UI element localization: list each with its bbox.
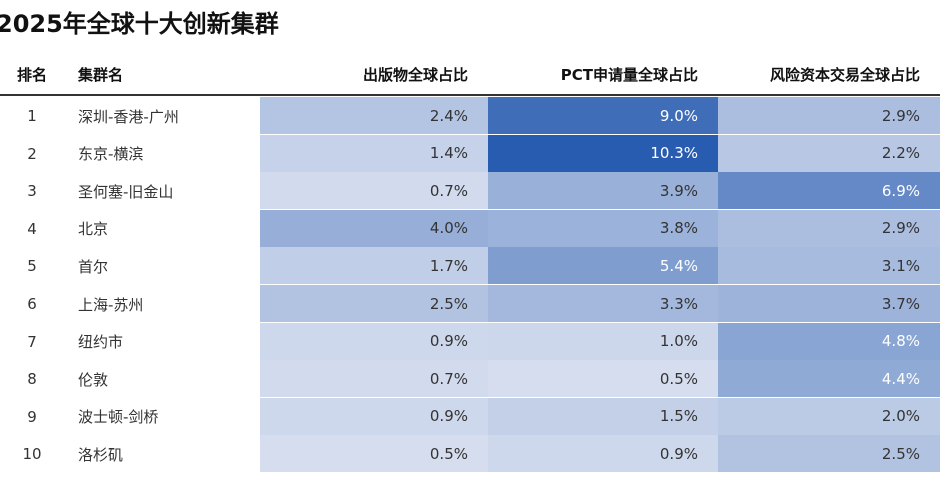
cluster-name: 东京-横滨 [78,145,144,164]
share-cell: 4.0% [260,209,488,248]
share-cell: 1.7% [260,247,488,286]
column-header: 出版物全球占比 [362,65,468,84]
share-cell: 5.4% [488,247,718,286]
rank: 7 [27,332,37,351]
share-cell: 2.4% [260,97,488,136]
cluster-name: 北京 [78,220,109,239]
share-cell: 9.0% [488,97,718,136]
cluster-name: 圣何塞-旧金山 [78,182,174,201]
cluster-name: 洛杉矶 [78,445,124,464]
share-cell: 0.7% [260,360,488,399]
title: 2025年全球十大创新集群 [0,10,279,38]
share-cell: 10.3% [488,134,718,173]
share-cell: 0.7% [260,172,488,211]
share-cell: 4.8% [718,322,940,361]
column-header: 集群名 [78,65,124,84]
cluster-name: 首尔 [78,257,109,276]
share-cell: 4.4% [718,360,940,399]
share-cell: 1.0% [488,322,718,361]
share-cell: 3.1% [718,247,940,286]
share-cell: 3.3% [488,285,718,324]
share-cell: 0.9% [260,397,488,436]
rank: 3 [27,182,37,201]
rank: 10 [22,445,42,464]
share-cell: 2.5% [260,285,488,324]
share-cell: 0.9% [260,322,488,361]
share-cell: 3.7% [718,285,940,324]
column-header: 风险资本交易全球占比 [769,65,920,84]
rank: 5 [27,257,37,276]
cluster-name: 伦敦 [78,370,109,389]
rank: 1 [27,107,37,126]
rank: 9 [27,407,37,426]
share-cell: 6.9% [718,172,940,211]
share-cell: 2.5% [718,435,940,474]
share-cell: 0.5% [260,435,488,474]
share-cell: 2.9% [718,209,940,248]
share-cell: 3.8% [488,209,718,248]
cluster-name: 深圳-香港-广州 [78,107,179,126]
cluster-name: 波士顿-剑桥 [78,408,159,427]
share-cell: 2.0% [718,397,940,436]
share-cell: 0.9% [488,435,718,474]
cluster-name: 上海-苏州 [78,295,144,314]
header-rule [0,94,940,96]
rank: 4 [27,219,37,238]
share-cell: 1.4% [260,134,488,173]
column-header: PCT申请量全球占比 [560,65,698,84]
share-cell: 0.5% [488,360,718,399]
share-cell: 2.9% [718,97,940,136]
rank: 2 [27,144,37,163]
cluster-name: 纽约市 [78,333,124,352]
column-header: 排名 [16,65,47,84]
share-cell: 1.5% [488,397,718,436]
rank: 8 [27,370,37,389]
share-cell: 3.9% [488,172,718,211]
rank: 6 [27,295,37,314]
share-cell: 2.2% [718,134,940,173]
